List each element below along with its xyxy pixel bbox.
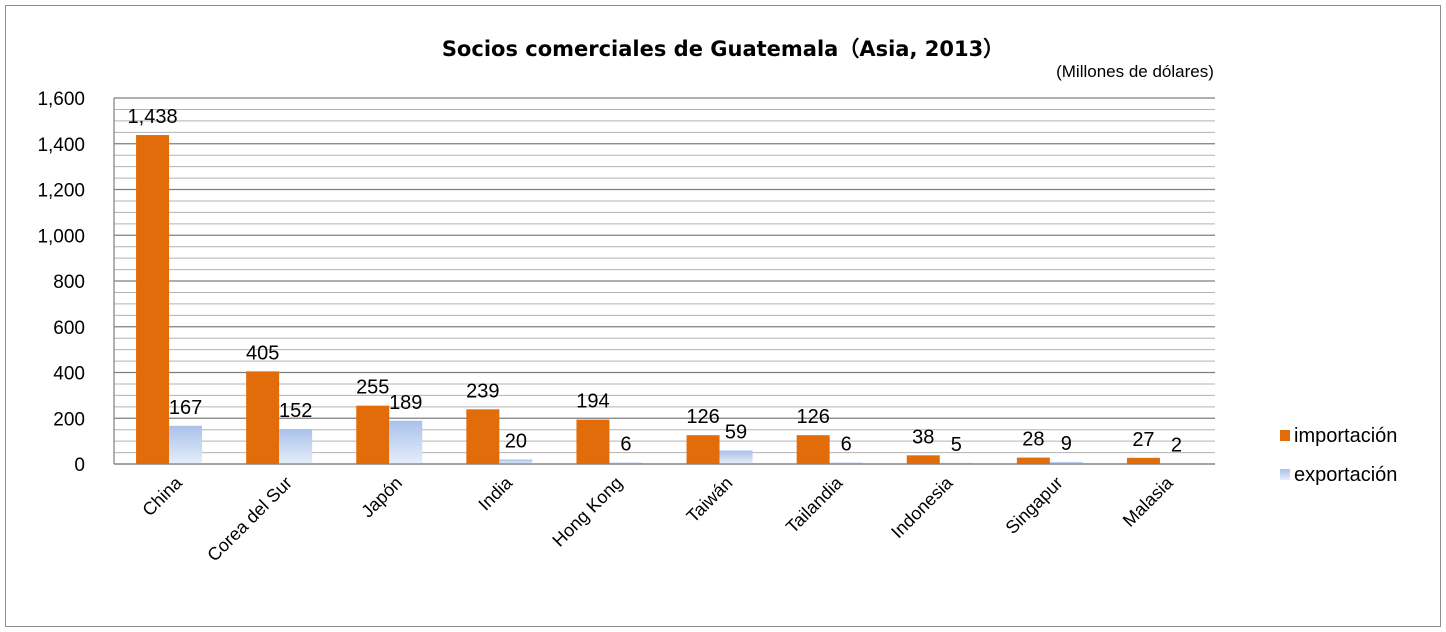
legend: importación exportación xyxy=(1280,425,1397,486)
data-label-exportacion: 5 xyxy=(951,434,962,456)
x-category-label: Malasia xyxy=(1119,472,1178,531)
bar-exportacion xyxy=(829,462,863,464)
x-category-label: Taiwán xyxy=(683,473,737,527)
x-category-label: Indonesia xyxy=(887,472,957,542)
bar-importacion xyxy=(466,409,500,464)
data-label-importacion: 38 xyxy=(912,426,934,448)
x-category-label: Singapur xyxy=(1002,473,1067,538)
data-label-importacion: 126 xyxy=(686,406,719,428)
bar-importacion xyxy=(576,419,610,464)
data-label-exportacion: 6 xyxy=(620,434,631,456)
bar-importacion xyxy=(686,435,720,464)
legend-label-exportacion: exportación xyxy=(1294,464,1397,486)
bar-importacion xyxy=(136,135,170,464)
y-tick-label: 1,400 xyxy=(37,135,85,156)
bar-importacion xyxy=(906,455,940,464)
x-category-label: Hong Kong xyxy=(548,473,626,551)
data-label-importacion: 1,438 xyxy=(128,106,178,128)
data-label-importacion: 28 xyxy=(1022,429,1044,451)
x-axis: China Corea del Sur Japón India Hong Kong Tai… xyxy=(114,463,1215,566)
y-tick-label: 800 xyxy=(53,272,85,293)
x-category-label: Corea del Sur xyxy=(203,473,296,566)
y-tick-label: 200 xyxy=(53,409,85,430)
y-tick-label: 600 xyxy=(53,318,85,339)
data-label-exportacion: 2 xyxy=(1171,435,1182,457)
data-label-exportacion: 189 xyxy=(389,392,422,414)
bar-exportacion xyxy=(719,450,753,464)
y-tick-label: 1,000 xyxy=(37,226,85,247)
x-category-label: India xyxy=(474,472,516,514)
x-category-label: China xyxy=(138,472,186,520)
bar-exportacion xyxy=(389,420,423,464)
x-category-label: Tailandia xyxy=(782,472,847,537)
bar-exportacion xyxy=(169,425,203,464)
data-label-importacion: 194 xyxy=(576,391,609,413)
data-label-importacion: 255 xyxy=(356,377,389,399)
legend-swatch-exportacion xyxy=(1280,469,1290,480)
bar-exportacion xyxy=(279,429,313,464)
data-label-exportacion: 20 xyxy=(505,430,527,452)
y-tick-label: 1,600 xyxy=(37,89,85,110)
data-label-importacion: 27 xyxy=(1132,429,1154,451)
bar-exportacion xyxy=(609,462,643,464)
data-label-exportacion: 9 xyxy=(1061,433,1072,455)
y-tick-label: 0 xyxy=(74,455,85,476)
bar-importacion xyxy=(796,435,830,464)
bar-importacion xyxy=(356,405,390,464)
data-label-exportacion: 59 xyxy=(725,422,747,444)
legend-swatch-importacion xyxy=(1280,430,1290,441)
data-label-exportacion: 6 xyxy=(841,434,852,456)
gridlines xyxy=(114,97,1215,465)
data-label-importacion: 239 xyxy=(466,380,499,402)
bar-importacion xyxy=(246,371,280,464)
data-label-exportacion: 152 xyxy=(279,400,312,422)
data-label-exportacion: 167 xyxy=(169,397,202,419)
legend-label-importacion: importación xyxy=(1294,425,1397,447)
y-tick-label: 400 xyxy=(53,364,85,385)
y-axis: 0 200 400 600 800 1,000 1,200 1,400 1,600 xyxy=(37,89,115,476)
bar-exportacion xyxy=(1049,461,1083,464)
bar-importacion xyxy=(1016,457,1050,464)
data-label-importacion: 126 xyxy=(796,406,829,428)
y-tick-label: 1,200 xyxy=(37,181,85,202)
unit-note: (Millones de dólares) xyxy=(1056,62,1214,81)
chart-title: Socios comerciales de Guatemala（Asia, 20… xyxy=(442,37,1004,61)
bar-importacion xyxy=(1126,457,1160,464)
x-category-label: Japón xyxy=(357,473,406,522)
data-label-importacion: 405 xyxy=(246,342,279,364)
bar-exportacion xyxy=(499,459,533,464)
